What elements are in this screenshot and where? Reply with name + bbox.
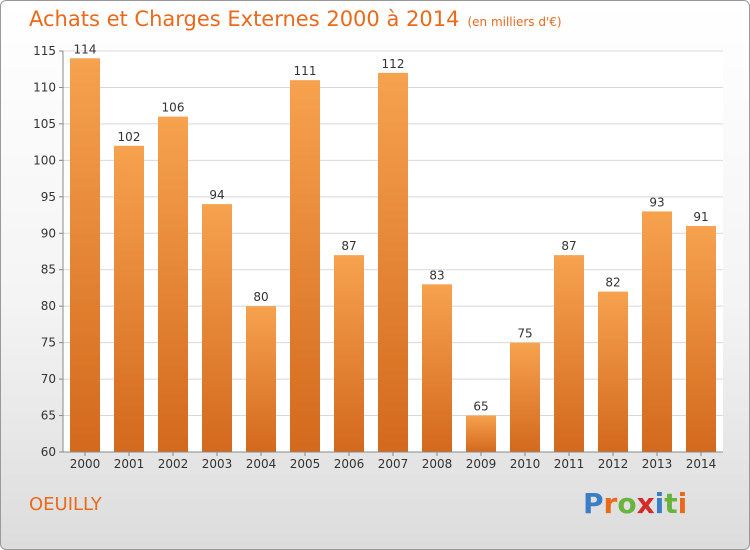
bar-value-label: 75 bbox=[517, 327, 532, 341]
y-tick-label: 75 bbox=[41, 336, 56, 350]
chart-title: Achats et Charges Externes 2000 à 2014 (e… bbox=[29, 7, 562, 31]
y-tick-label: 115 bbox=[33, 44, 56, 58]
bar-2002 bbox=[158, 116, 188, 453]
bar-value-label: 106 bbox=[162, 101, 185, 115]
bar-value-label: 112 bbox=[382, 57, 405, 71]
bar-value-label: 102 bbox=[118, 130, 141, 144]
bar-value-label: 87 bbox=[341, 239, 356, 253]
x-tick-label: 2002 bbox=[158, 457, 189, 471]
bar-2012 bbox=[598, 291, 628, 452]
bar-2000 bbox=[70, 58, 100, 453]
proxiti-logo: Proxiti bbox=[583, 487, 687, 520]
y-tick-label: 85 bbox=[41, 263, 56, 277]
bar-value-label: 93 bbox=[649, 195, 664, 209]
x-tick-label: 2009 bbox=[466, 457, 497, 471]
bar-value-label: 114 bbox=[74, 42, 97, 56]
y-tick-label: 80 bbox=[41, 299, 56, 313]
x-tick-label: 2007 bbox=[378, 457, 409, 471]
x-tick-label: 2003 bbox=[202, 457, 233, 471]
logo-letter: i bbox=[677, 487, 688, 520]
logo-letter: t bbox=[664, 487, 678, 520]
y-tick-label: 90 bbox=[41, 226, 56, 240]
bar-2007 bbox=[378, 72, 408, 452]
bar-2010 bbox=[510, 342, 540, 452]
chart-subtitle: (en milliers d'€) bbox=[467, 15, 562, 29]
x-tick-label: 2005 bbox=[290, 457, 321, 471]
bar-value-label: 87 bbox=[561, 239, 576, 253]
city-name: OEUILLY bbox=[29, 494, 102, 515]
x-tick-label: 2006 bbox=[334, 457, 365, 471]
bar-2009 bbox=[466, 415, 496, 452]
bar-2001 bbox=[114, 145, 144, 453]
y-tick-label: 100 bbox=[33, 153, 56, 167]
bar-2005 bbox=[290, 80, 320, 452]
logo-letter: x bbox=[636, 487, 655, 520]
logo-letter: P bbox=[583, 487, 604, 520]
bar-2013 bbox=[642, 211, 672, 452]
bar-value-label: 83 bbox=[429, 268, 444, 282]
logo-letter: o bbox=[617, 487, 637, 520]
bar-value-label: 94 bbox=[209, 188, 224, 202]
bar-2004 bbox=[246, 306, 276, 452]
chart-title-text: Achats et Charges Externes 2000 à 2014 bbox=[29, 7, 460, 31]
y-tick-label: 105 bbox=[33, 117, 56, 131]
x-tick-label: 2014 bbox=[686, 457, 717, 471]
y-tick-label: 70 bbox=[41, 372, 56, 386]
x-tick-label: 2008 bbox=[422, 457, 453, 471]
bar-2014 bbox=[686, 225, 716, 452]
bar-value-label: 91 bbox=[693, 210, 708, 224]
x-tick-label: 2012 bbox=[598, 457, 629, 471]
bar-2011 bbox=[554, 255, 584, 452]
x-tick-label: 2004 bbox=[246, 457, 277, 471]
bar-2003 bbox=[202, 204, 232, 452]
y-tick-label: 110 bbox=[33, 80, 56, 94]
y-tick-label: 65 bbox=[41, 409, 56, 423]
bar-value-label: 80 bbox=[253, 290, 268, 304]
y-tick-label: 60 bbox=[41, 445, 56, 459]
logo-letter: i bbox=[654, 487, 665, 520]
x-tick-label: 2001 bbox=[114, 457, 145, 471]
x-tick-label: 2011 bbox=[554, 457, 585, 471]
bar-value-label: 65 bbox=[473, 400, 488, 414]
bar-value-label: 82 bbox=[605, 276, 620, 290]
bar-2006 bbox=[334, 255, 364, 452]
x-tick-label: 2000 bbox=[70, 457, 101, 471]
x-tick-label: 2013 bbox=[642, 457, 673, 471]
x-tick-label: 2010 bbox=[510, 457, 541, 471]
y-tick-label: 95 bbox=[41, 190, 56, 204]
bar-value-label: 111 bbox=[294, 64, 317, 78]
logo-letter: r bbox=[603, 487, 618, 520]
bar-2008 bbox=[422, 284, 452, 452]
